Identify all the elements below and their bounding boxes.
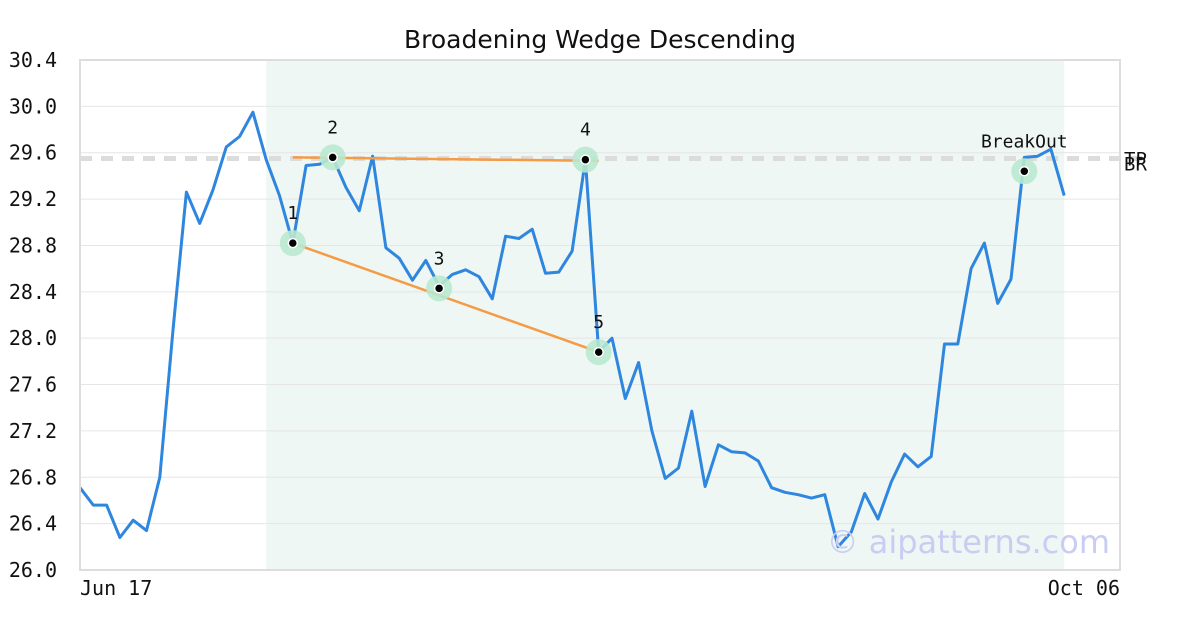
y-tick-label: 29.6 (9, 141, 57, 165)
watermark: © aipatterns.com (827, 523, 1110, 561)
pattern-point-marker (433, 283, 445, 294)
axes-layer: 26.0 26.4 26.8 27.2 27.6 28.0 28.4 28.8 29.2 29.6… (9, 48, 1121, 600)
y-tick-label: 27.6 (9, 373, 57, 397)
y-tick-label: 26.8 (9, 465, 57, 489)
pattern-point-label: 5 (593, 312, 604, 333)
pattern-shade (266, 60, 1065, 570)
pattern-point-marker (327, 152, 338, 163)
y-tick-label: 28.4 (9, 280, 57, 304)
price-series-line (78, 110, 1066, 549)
reference-label: BR (1124, 154, 1147, 176)
pattern-point-label: 1 (287, 203, 298, 224)
pattern-point-marker (580, 154, 591, 165)
y-tick-label: 26.4 (9, 512, 57, 536)
y-tick-label: 26.0 (9, 558, 57, 582)
y-tick-label: 27.2 (9, 419, 57, 443)
x-tick-label: Jun 17 (80, 576, 152, 600)
pattern-point-label: 3 (434, 248, 445, 269)
pattern-points-layer: 1 2 3 4 5 BreakOut (279, 117, 1068, 366)
pattern-point-label: 2 (327, 117, 338, 138)
x-tick-label: Oct 06 (1048, 576, 1120, 600)
chart-title: Broadening Wedge Descending (404, 25, 796, 54)
plot-frame (79, 59, 1121, 571)
y-tick-label: 30.4 (9, 48, 57, 72)
series-layer (78, 110, 1066, 549)
pattern-shade-layer (266, 60, 1065, 570)
y-tick-label: 28.8 (9, 233, 57, 257)
y-tick-label: 29.2 (9, 187, 57, 211)
y-tick-label: 28.0 (9, 326, 57, 350)
breakout-point-marker (1019, 166, 1030, 177)
pattern-point-label: 4 (580, 120, 591, 141)
breakout-point-label: BreakOut (981, 131, 1068, 152)
y-tick-label: 30.0 (9, 94, 57, 118)
reference-label: TP (1124, 149, 1147, 171)
pattern-point-marker (287, 237, 299, 249)
pattern-point-marker (593, 346, 604, 358)
